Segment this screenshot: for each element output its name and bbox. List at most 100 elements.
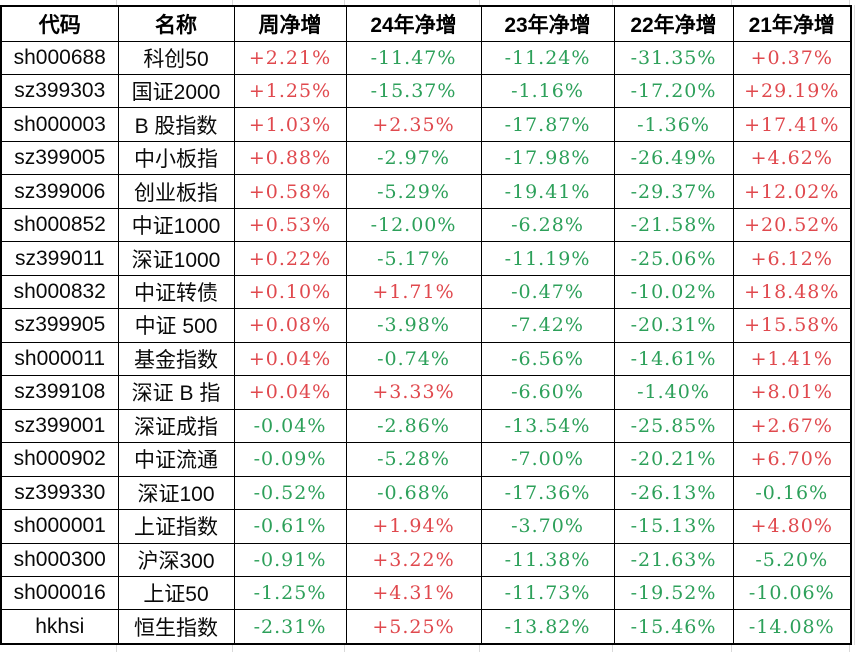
cell-week: +0.22% <box>233 241 347 276</box>
cell-code: sh000003 <box>0 107 119 142</box>
cell-name: 深证100 <box>117 475 235 511</box>
cell-y22: -10.02% <box>613 274 734 310</box>
gridline-tick <box>480 0 613 5</box>
cell-y22: -19.52% <box>613 575 734 611</box>
cell-week: +1.03% <box>233 107 347 142</box>
gridline-strip-top <box>0 0 850 5</box>
cell-y21: +2.67% <box>732 408 852 444</box>
gridline-right <box>854 5 855 645</box>
cell-name: 深证1000 <box>117 241 235 276</box>
cell-y23: -7.42% <box>480 308 615 343</box>
cell-y23: -11.19% <box>480 241 615 276</box>
cell-y23: -6.60% <box>480 375 615 410</box>
cell-code: sh000016 <box>0 575 119 611</box>
cell-y24: -11.47% <box>345 40 482 75</box>
table-row: sz399108 深证 B 指 +0.04% +3.33% -6.60% -1.40% +8… <box>0 375 852 410</box>
cell-y23: -3.70% <box>480 509 615 544</box>
cell-y21: -5.20% <box>732 542 852 578</box>
gridline-tick <box>117 645 233 652</box>
cell-y21: +17.41% <box>732 107 852 142</box>
cell-y22: -14.61% <box>613 341 734 377</box>
cell-y22: -25.85% <box>613 408 734 444</box>
cell-y22: -25.06% <box>613 241 734 276</box>
cell-code: sz399330 <box>0 475 119 511</box>
cell-y21: +29.19% <box>732 73 852 109</box>
cell-y21: -14.08% <box>732 609 852 645</box>
cell-name: 中证转债 <box>117 274 235 310</box>
cell-code: sz399005 <box>0 140 119 176</box>
cell-y22: -20.31% <box>613 308 734 343</box>
cell-y24: +4.31% <box>345 575 482 611</box>
cell-y23: -13.54% <box>480 408 615 444</box>
table-header-row: 代码 名称 周净增 24年净增 23年净增 22年净增 21年净增 <box>0 5 852 42</box>
gridline-tick <box>345 645 480 652</box>
cell-name: 科创50 <box>117 40 235 75</box>
cell-week: -0.52% <box>233 475 347 511</box>
cell-y23: -7.00% <box>480 442 615 477</box>
gridline-tick <box>233 0 345 5</box>
table-row: sz399011 深证1000 +0.22% -5.17% -11.19% -25.06%… <box>0 241 852 276</box>
cell-week: +0.88% <box>233 140 347 176</box>
cell-y22: -21.63% <box>613 542 734 578</box>
cell-y22: -31.35% <box>613 40 734 75</box>
cell-y21: +4.80% <box>732 509 852 544</box>
cell-y23: -11.73% <box>480 575 615 611</box>
cell-y24: -5.17% <box>345 241 482 276</box>
cell-week: +0.08% <box>233 308 347 343</box>
cell-y22: -26.49% <box>613 140 734 176</box>
cell-code: sh000011 <box>0 341 119 377</box>
cell-name: 中证 500 <box>117 308 235 343</box>
cell-week: +0.53% <box>233 207 347 243</box>
cell-code: sz399905 <box>0 308 119 343</box>
table-row: sz399005 中小板指 +0.88% -2.97% -17.98% -26.49% +4… <box>0 140 852 176</box>
cell-code: sh000852 <box>0 207 119 243</box>
cell-week: +0.58% <box>233 174 347 209</box>
cell-name: 创业板指 <box>117 174 235 209</box>
table-row: sz399006 创业板指 +0.58% -5.29% -19.41% -29.37% +1… <box>0 174 852 209</box>
cell-name: B 股指数 <box>117 107 235 142</box>
column-header-code: 代码 <box>0 5 119 42</box>
cell-y24: +1.71% <box>345 274 482 310</box>
gridline-tick <box>480 645 613 652</box>
cell-name: 中证流通 <box>117 442 235 477</box>
cell-name: 沪深300 <box>117 542 235 578</box>
gridline-tick <box>0 645 117 652</box>
cell-y23: -17.98% <box>480 140 615 176</box>
table-row: sz399905 中证 500 +0.08% -3.98% -7.42% -20.31% +… <box>0 308 852 343</box>
cell-y23: -0.47% <box>480 274 615 310</box>
table-row: sh000011 基金指数 +0.04% -0.74% -6.56% -14.61% +1.… <box>0 341 852 377</box>
column-header-name: 名称 <box>117 5 235 42</box>
table-row: sz399330 深证100 -0.52% -0.68% -17.36% -26.13% -… <box>0 475 852 511</box>
cell-name: 深证 B 指 <box>117 375 235 410</box>
table-row: sh000688 科创50 +2.21% -11.47% -11.24% -31.35% +… <box>0 40 852 75</box>
cell-y24: -0.68% <box>345 475 482 511</box>
table-row: sh000832 中证转债 +0.10% +1.71% -0.47% -10.02% +18… <box>0 274 852 310</box>
table-row: sz399303 国证2000 +1.25% -15.37% -1.16% -17.20%… <box>0 73 852 109</box>
cell-y22: -1.40% <box>613 375 734 410</box>
cell-code: sz399303 <box>0 73 119 109</box>
cell-name: 上证50 <box>117 575 235 611</box>
cell-code: sz399006 <box>0 174 119 209</box>
cell-code: sh000902 <box>0 442 119 477</box>
column-header-week: 周净增 <box>233 5 347 42</box>
cell-y23: -17.87% <box>480 107 615 142</box>
cell-code: sz399001 <box>0 408 119 444</box>
cell-y22: -29.37% <box>613 174 734 209</box>
cell-y22: -26.13% <box>613 475 734 511</box>
cell-week: +0.04% <box>233 375 347 410</box>
cell-y23: -6.28% <box>480 207 615 243</box>
cell-y22: -15.46% <box>613 609 734 645</box>
table-row: sh000003 B 股指数 +1.03% +2.35% -17.87% -1.36% +1… <box>0 107 852 142</box>
cell-y22: -1.36% <box>613 107 734 142</box>
cell-y23: -6.56% <box>480 341 615 377</box>
cell-y24: -5.29% <box>345 174 482 209</box>
cell-y22: -21.58% <box>613 207 734 243</box>
cell-code: hkhsi <box>0 609 119 645</box>
cell-name: 上证指数 <box>117 509 235 544</box>
cell-y21: -10.06% <box>732 575 852 611</box>
cell-name: 深证成指 <box>117 408 235 444</box>
cell-week: -0.91% <box>233 542 347 578</box>
cell-y21: +15.58% <box>732 308 852 343</box>
cell-y24: -2.86% <box>345 408 482 444</box>
cell-y24: +1.94% <box>345 509 482 544</box>
